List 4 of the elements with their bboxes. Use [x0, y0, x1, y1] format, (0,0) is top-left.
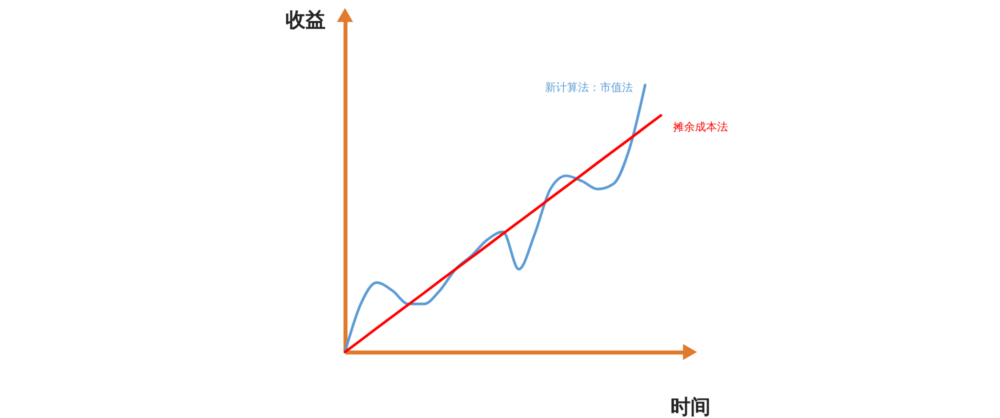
series-label: 摊余成本法 — [672, 120, 728, 134]
y-axis-title: 收益 — [286, 8, 326, 32]
x-axis-title: 时间 — [670, 394, 710, 418]
series-label: 新计算法：市值法 — [545, 80, 634, 94]
